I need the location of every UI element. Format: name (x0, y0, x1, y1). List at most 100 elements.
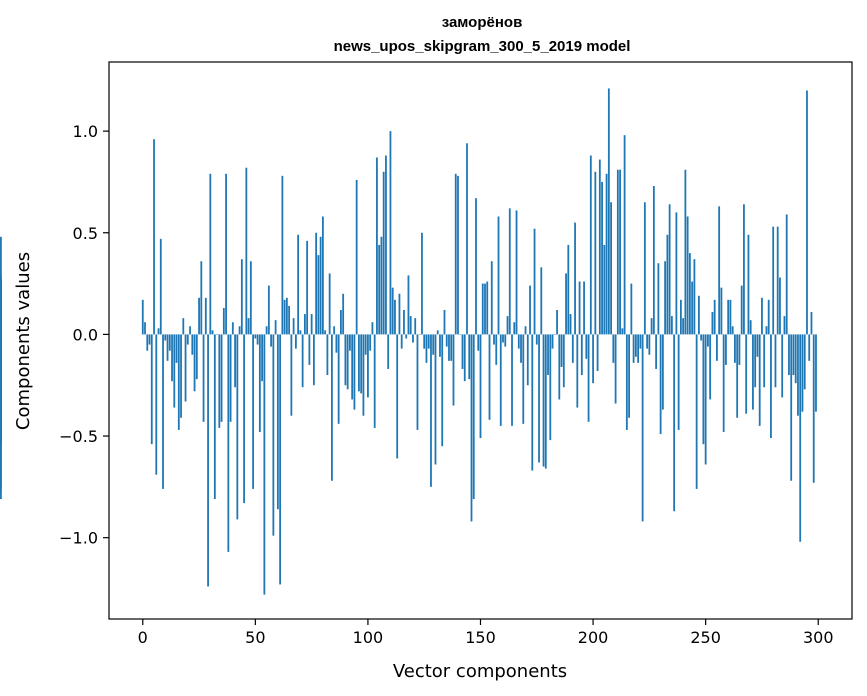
bar-233 (666, 234, 669, 335)
bar-176 (538, 334, 540, 463)
bar-63 (283, 299, 286, 335)
bar-76 (312, 334, 315, 386)
bar-92 (349, 334, 351, 351)
bar-104 (376, 157, 378, 335)
bar-131 (436, 330, 439, 335)
bar-61 (279, 334, 282, 585)
bar-249 (702, 334, 705, 445)
bar-143 (463, 334, 466, 382)
bar-96 (358, 334, 360, 392)
bar-319 (0, 334, 2, 386)
x-axis-ticks: 0 50 100 150 200 250 300 (138, 619, 834, 647)
bar-157 (495, 334, 498, 365)
bar-178 (542, 334, 545, 467)
bar-229 (657, 263, 660, 335)
bar-127 (427, 334, 430, 349)
bar-224 (646, 334, 649, 349)
bar-99 (364, 334, 367, 355)
bar-198 (587, 334, 590, 422)
bar-252 (709, 334, 712, 400)
bar-254 (713, 299, 716, 335)
bar-78 (317, 255, 320, 335)
bar-255 (716, 334, 718, 361)
x-tick-label: 200 (578, 628, 609, 647)
bar-18 (182, 318, 185, 335)
bar-0 (141, 299, 144, 335)
bar-173 (531, 334, 534, 471)
bar-118 (407, 275, 410, 335)
bar-116 (403, 310, 405, 335)
bar-182 (551, 334, 554, 349)
bar-15 (175, 334, 178, 363)
bar-248 (700, 334, 703, 341)
bar-58 (272, 334, 275, 536)
bar-273 (756, 334, 759, 357)
bar-154 (488, 334, 491, 420)
bar-240 (682, 318, 685, 335)
bar-133 (441, 334, 444, 447)
bar-225 (648, 334, 651, 355)
bar-286 (785, 214, 788, 335)
bar-136 (448, 334, 450, 361)
bar-169 (522, 334, 525, 424)
bar-258 (722, 334, 725, 432)
bar-217 (630, 283, 633, 335)
bar-106 (380, 236, 383, 335)
bar-275 (761, 297, 763, 335)
bar-28 (204, 297, 207, 335)
bar-179 (544, 334, 547, 469)
bar-175 (535, 334, 538, 345)
bar-8 (159, 238, 162, 335)
bar-36 (222, 307, 225, 335)
bar-147 (472, 334, 475, 500)
bar-194 (578, 281, 581, 335)
bar-203 (598, 159, 601, 335)
bar-298 (812, 334, 815, 483)
bar-71 (301, 334, 304, 388)
bar-158 (497, 216, 500, 335)
bar-207 (607, 88, 610, 335)
bar-181 (549, 334, 552, 441)
bar-232 (664, 261, 667, 335)
bar-144 (466, 143, 468, 335)
bar-145 (468, 334, 471, 380)
bar-197 (585, 334, 588, 359)
bar-146 (470, 334, 473, 522)
bar-68 (294, 334, 297, 349)
bar-279 (770, 334, 772, 439)
bar-239 (679, 299, 682, 335)
bar-193 (576, 334, 579, 408)
bar-25 (198, 297, 200, 335)
bar-199 (589, 155, 592, 335)
bar-35 (220, 334, 223, 422)
bar-267 (743, 204, 745, 335)
bar-102 (371, 322, 374, 335)
bar-293 (801, 334, 804, 412)
bar-80 (321, 216, 324, 335)
bar-161 (504, 334, 507, 347)
bar-126 (425, 334, 428, 363)
bar-64 (285, 297, 288, 335)
bar-235 (670, 316, 673, 335)
bar-291 (797, 334, 799, 416)
bar-189 (567, 244, 570, 335)
bar-23 (193, 334, 196, 392)
bar-142 (461, 334, 464, 369)
bar-180 (547, 334, 549, 376)
bar-266 (740, 285, 743, 335)
bar-53 (261, 334, 263, 382)
bar-34 (218, 334, 221, 428)
bar-188 (565, 273, 567, 335)
bar-283 (779, 277, 781, 335)
bar-297 (810, 312, 813, 335)
bar-22 (191, 334, 194, 355)
bar-219 (634, 334, 637, 357)
bar-192 (574, 222, 576, 335)
bar-81 (324, 330, 327, 335)
bar-202 (596, 334, 599, 371)
bar-123 (418, 334, 421, 335)
bar-54 (263, 334, 266, 595)
bar-277 (765, 326, 768, 335)
bar-60 (276, 334, 279, 510)
bar-221 (639, 334, 642, 349)
